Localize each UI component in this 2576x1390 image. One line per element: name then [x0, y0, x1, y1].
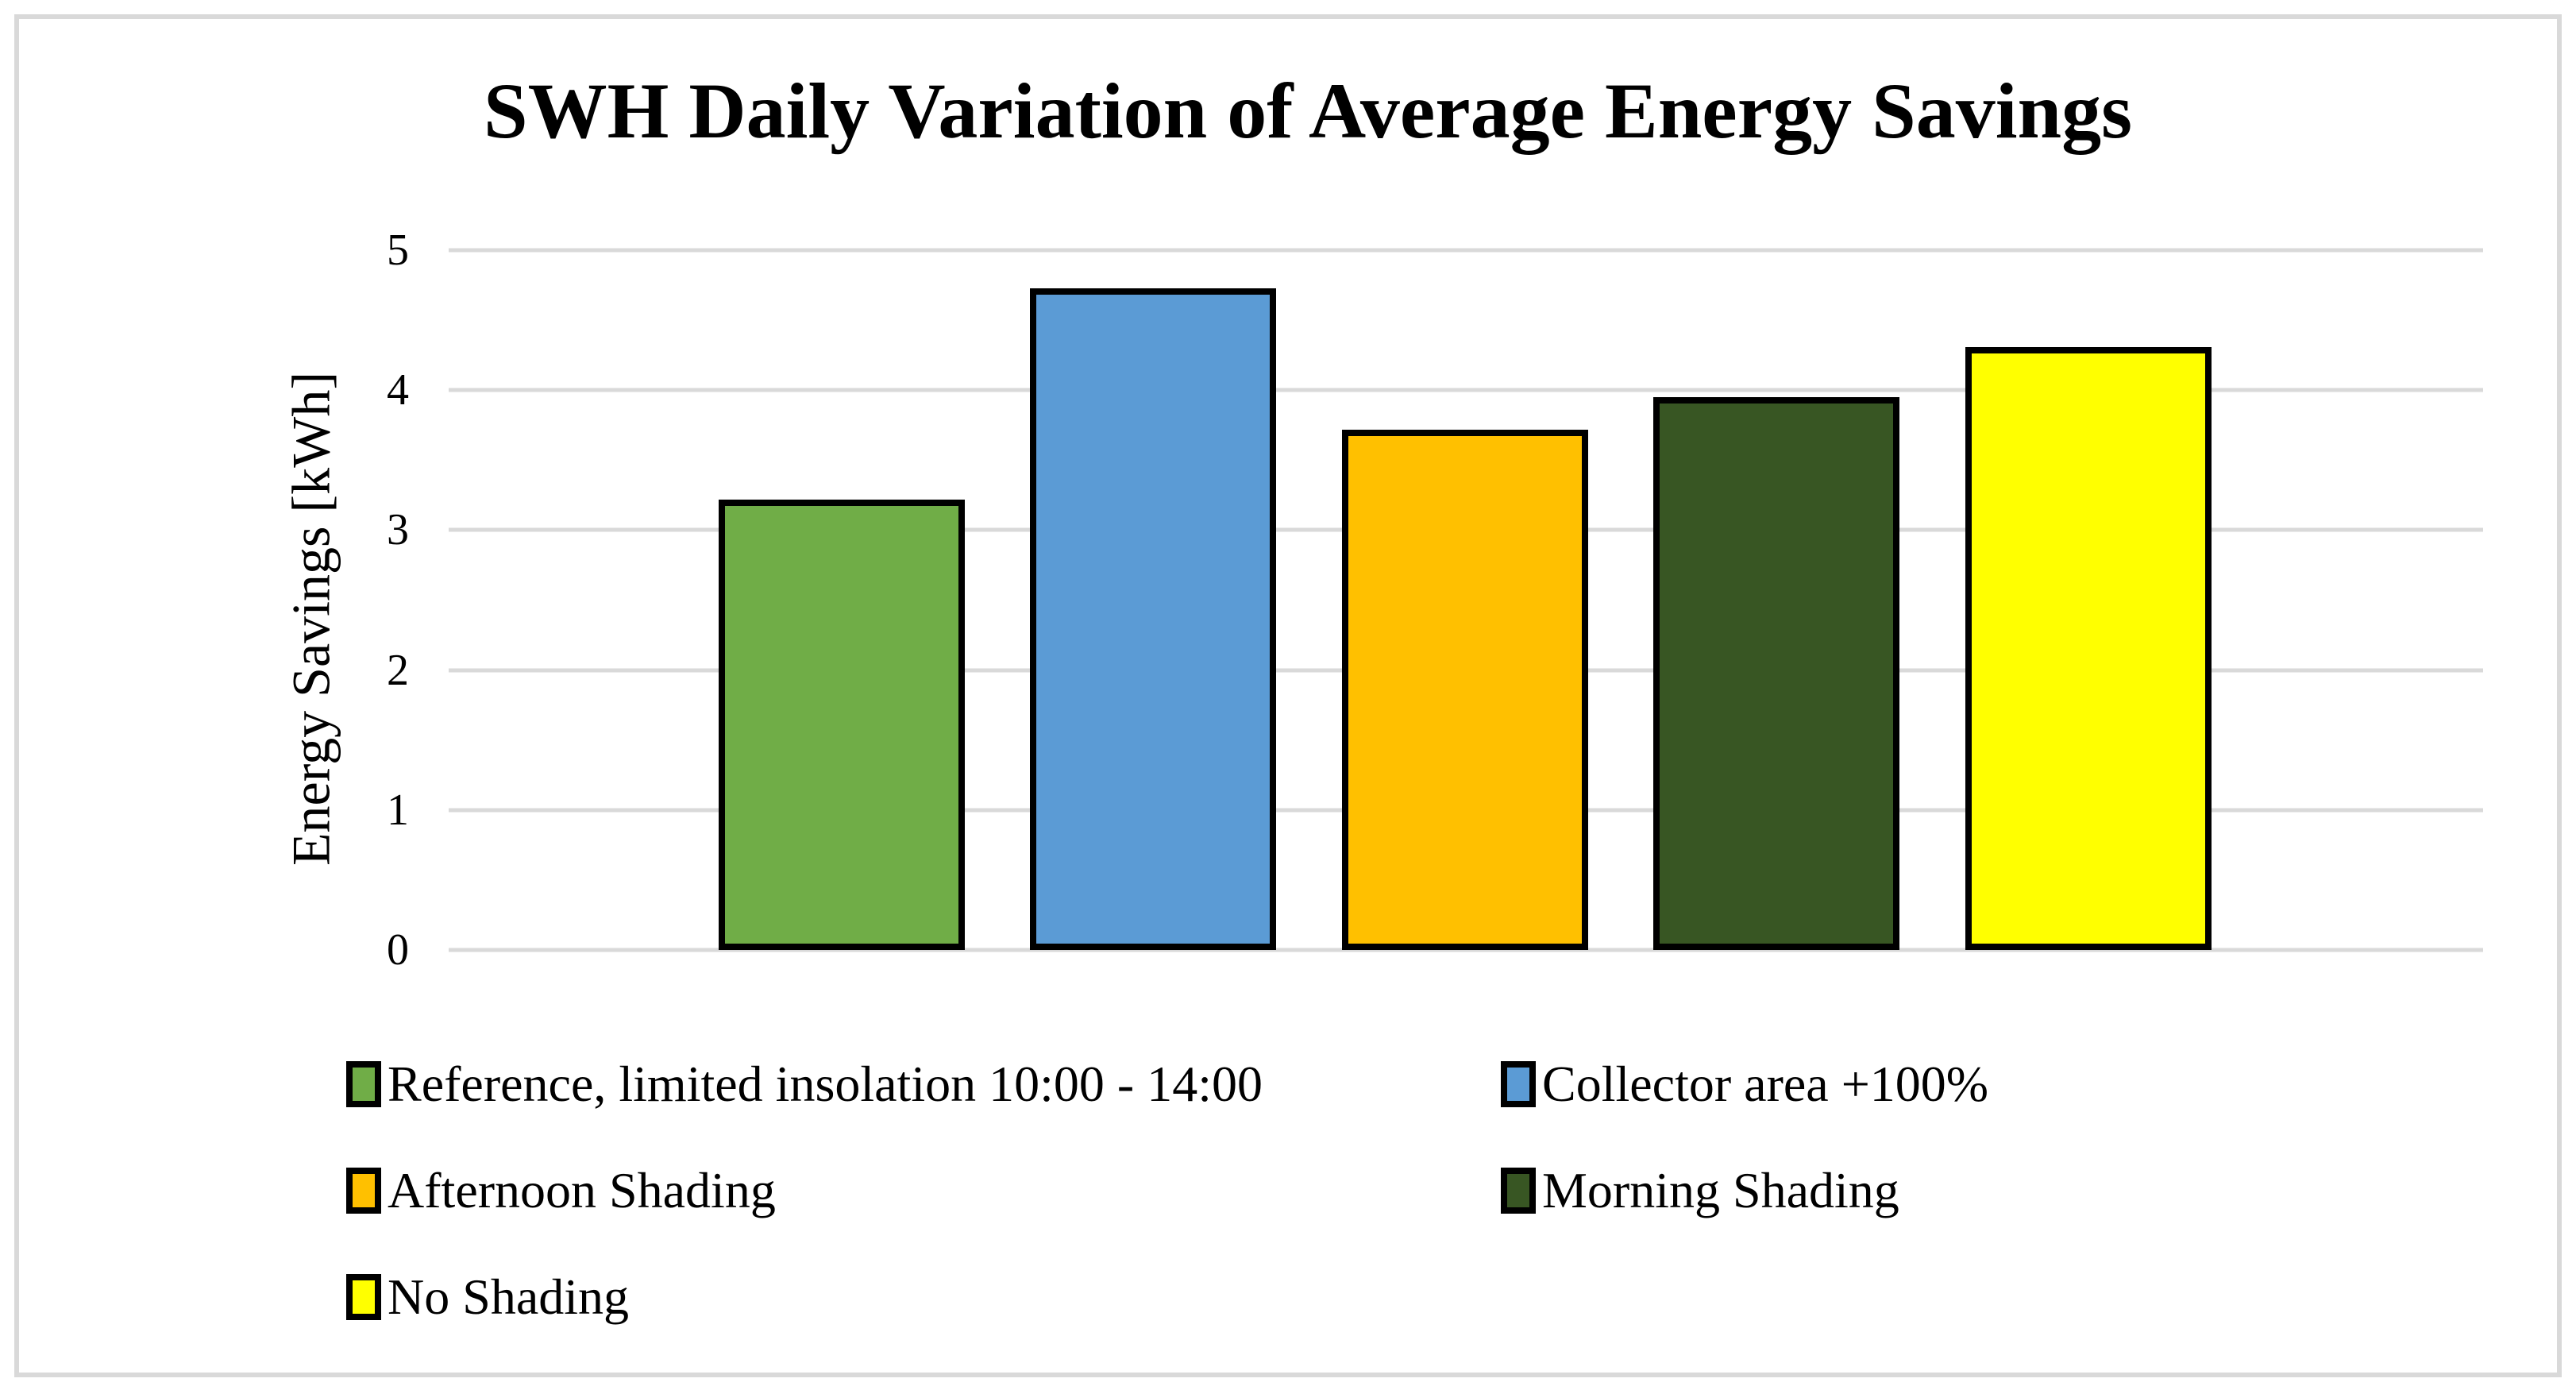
chart-title: SWH Daily Variation of Average Energy Sa…: [483, 67, 2133, 155]
legend-label: Afternoon Shading: [388, 1162, 776, 1218]
y-axis-title: Energy Savings [kWh]: [280, 372, 341, 866]
y-axis-tick-labels: 012345: [387, 226, 409, 972]
legend-item-2: Collector area +100%: [1501, 1055, 2411, 1114]
legend-swatch-icon: [346, 1274, 381, 1320]
legend-swatch-icon: [346, 1061, 381, 1107]
legend-item-5: No Shading: [346, 1268, 1501, 1326]
legend-label: No Shading: [388, 1268, 629, 1325]
gridline-5: [449, 248, 2483, 253]
plot-area: [449, 248, 2483, 952]
gridline-0: [449, 948, 2483, 952]
legend: Reference, limited insolation 10:00 - 14…: [346, 1031, 2411, 1350]
legend-item-1: Reference, limited insolation 10:00 - 14…: [346, 1055, 1501, 1114]
legend-swatch-icon: [1501, 1168, 1536, 1214]
legend-swatch-icon: [1501, 1061, 1536, 1107]
legend-item-4: Morning Shading: [1501, 1161, 2411, 1220]
bar-3: [1341, 429, 1588, 950]
legend-label: Reference, limited insolation 10:00 - 14…: [388, 1056, 1263, 1112]
legend-swatch-icon: [346, 1168, 381, 1214]
bar-5: [1965, 346, 2212, 950]
bar-4: [1653, 397, 1900, 950]
legend-item-3: Afternoon Shading: [346, 1161, 1501, 1220]
bar-1: [718, 499, 965, 950]
legend-label: Morning Shading: [1542, 1162, 1899, 1218]
gridline-4: [449, 388, 2483, 392]
bar-2: [1030, 288, 1277, 950]
legend-label: Collector area +100%: [1542, 1056, 1989, 1112]
